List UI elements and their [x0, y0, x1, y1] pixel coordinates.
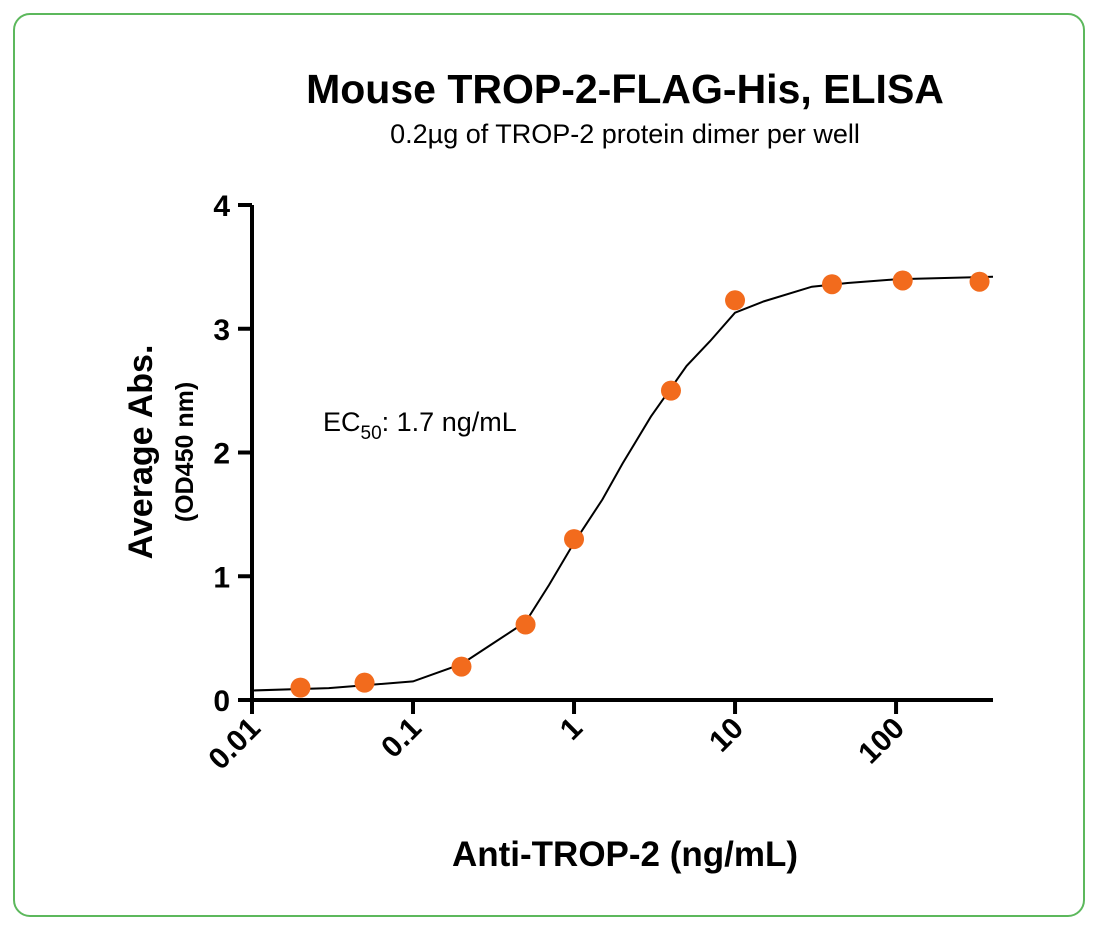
data-point [969, 271, 990, 292]
data-point [515, 614, 536, 635]
data-point [564, 529, 585, 550]
data-point [892, 270, 913, 291]
data-point [660, 380, 681, 401]
chart-subtitle: 0.2µg of TROP-2 protein dimer per well [390, 119, 860, 149]
y-tick-label: 3 [213, 314, 230, 347]
annotation-text: EC [323, 407, 361, 437]
y-axis-label: (OD450 nm) [171, 382, 199, 522]
y-tick-label: 2 [213, 438, 230, 471]
x-axis-label: Anti-TROP-2 (ng/mL) [452, 835, 798, 874]
y-axis-label: Average Abs. [122, 345, 160, 560]
annotation: EC50: 1.7 ng/mL [323, 407, 517, 444]
data-point [451, 656, 472, 677]
data-point [821, 274, 842, 295]
y-tick-label: 1 [213, 561, 230, 594]
y-tick-label: 4 [213, 190, 230, 223]
annotation-subscript: 50 [361, 423, 382, 444]
chart-title: Mouse TROP-2-FLAG-His, ELISA [306, 66, 944, 112]
y-tick-label: 0 [213, 685, 230, 718]
data-point [725, 290, 746, 311]
data-point [290, 677, 311, 698]
annotation-text: : 1.7 ng/mL [382, 407, 517, 437]
data-point [354, 672, 375, 693]
